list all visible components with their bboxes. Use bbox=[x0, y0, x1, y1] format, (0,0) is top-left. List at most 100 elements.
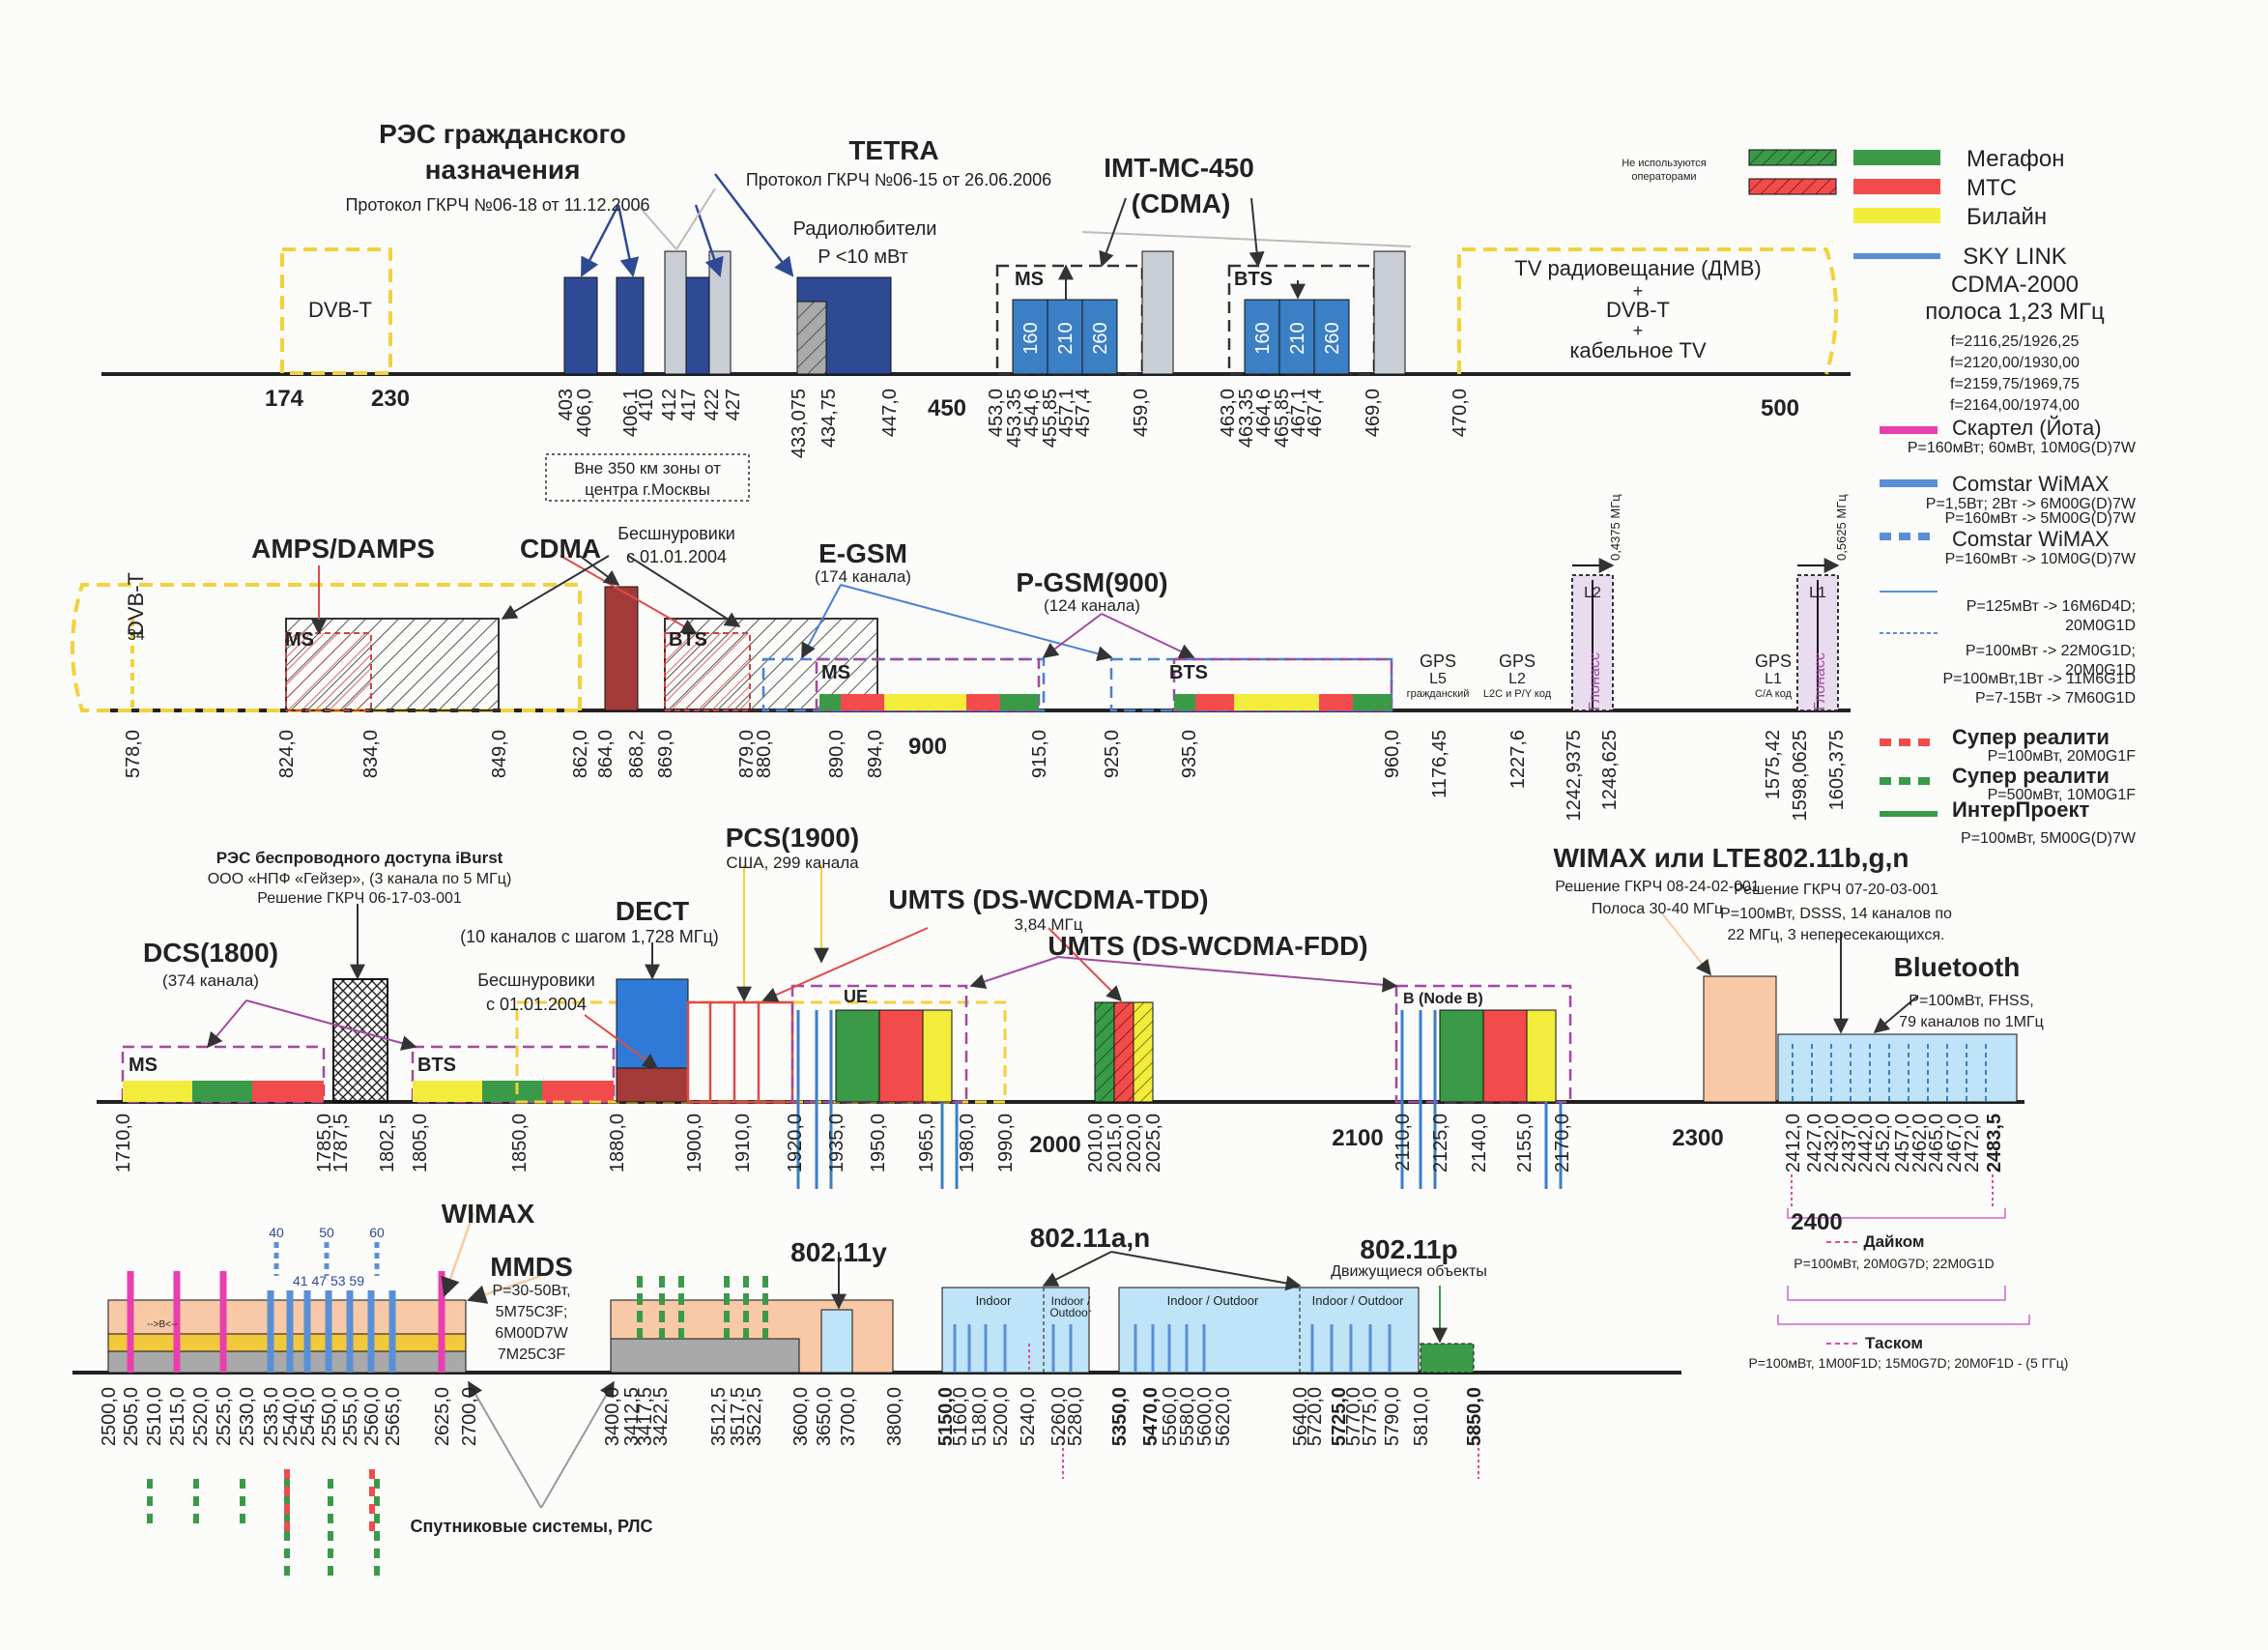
tick-label: 5150,0 bbox=[935, 1387, 957, 1446]
tick-label: 834,0 bbox=[360, 730, 382, 778]
tick-label: 2700,0 bbox=[459, 1387, 480, 1446]
tick-label: 1176,45 bbox=[1429, 730, 1450, 798]
tick-label: 2437,0 bbox=[1839, 1114, 1860, 1172]
tick-label: 3600,0 bbox=[790, 1387, 812, 1446]
row4-title: 40 bbox=[269, 1225, 284, 1240]
tick-label: 2015,0 bbox=[1105, 1114, 1126, 1172]
tick-label: 3800,0 bbox=[884, 1387, 905, 1446]
row1-title: Радиолюбители bbox=[793, 218, 937, 240]
row3-title: (374 канала) bbox=[162, 971, 259, 990]
channel-label: 160 bbox=[1252, 322, 1274, 354]
row2-title: гражданский bbox=[1407, 688, 1470, 700]
tick-label: 406,0 bbox=[574, 389, 595, 437]
row2-title: 0,5625 МГц bbox=[1834, 494, 1849, 561]
axis-major-label: 230 bbox=[371, 386, 410, 412]
tick-label: 467,1 bbox=[1288, 389, 1309, 437]
legend-item-sub: P=500мВт, 10M0G1F bbox=[1988, 787, 2137, 803]
row3-title: ООО «НПФ «Гейзер», (3 канала по 5 МГц) bbox=[208, 871, 512, 887]
legend bbox=[1748, 149, 1940, 1345]
tick-label: 3417,5 bbox=[635, 1387, 656, 1446]
tick-label: 1965,0 bbox=[916, 1114, 937, 1172]
legend-item-label: Comstar WiMAX bbox=[1952, 472, 2110, 496]
legend-item-sub: P=1,5Вт; 2Вт -> 6M00G(D)7W bbox=[1926, 496, 2137, 512]
tick-label: 1598,0625 bbox=[1790, 730, 1811, 822]
tick-label: 890,0 bbox=[826, 730, 847, 778]
row4-title: 802.11p bbox=[1360, 1234, 1457, 1264]
tick-label: 2483,5 bbox=[1984, 1114, 2005, 1172]
tick-label: 1900,0 bbox=[684, 1114, 705, 1172]
tick-label: 1805,0 bbox=[410, 1114, 431, 1172]
row4-title: -->B<-- bbox=[147, 1319, 178, 1330]
tick-label: 1575,42 bbox=[1763, 730, 1784, 799]
tick-label: 2462,0 bbox=[1909, 1114, 1931, 1172]
row2-title: Бесшнуровики bbox=[617, 524, 735, 543]
tick-label: 403 bbox=[556, 389, 577, 420]
row1-title: Протокол ГКРЧ №06-15 от 26.06.2006 bbox=[746, 170, 1051, 189]
row1-title: TETRA bbox=[848, 135, 938, 165]
wimax-lte-band bbox=[1703, 975, 1777, 1103]
row3-title: с 01.01.2004 bbox=[486, 995, 587, 1014]
tick-label: 5600,0 bbox=[1194, 1387, 1216, 1446]
tick-label: 2125,0 bbox=[1430, 1114, 1451, 1172]
row3-title: P=100мВт, DSSS, 14 каналов по bbox=[1720, 906, 1952, 922]
row4-title: Indoor / bbox=[1051, 1294, 1091, 1308]
imt-bts-box bbox=[1227, 264, 1376, 376]
legend-skylink: CDMA-2000 bbox=[1951, 272, 2079, 298]
cdma-band bbox=[604, 586, 639, 711]
tick-label: 454,6 bbox=[1021, 389, 1043, 437]
row2-title: (124 канала) bbox=[1044, 596, 1140, 615]
channel-label: 260 bbox=[1090, 322, 1111, 354]
civil-band-417 bbox=[685, 276, 710, 375]
row1-title: DVB-T bbox=[1606, 298, 1670, 322]
civil-band-403 bbox=[563, 276, 598, 375]
legend-item-sub: P=100мВт, 20M0G1F bbox=[1988, 748, 2137, 765]
row4-title: Спутниковые системы, РЛС bbox=[411, 1517, 653, 1536]
row3-title: PCS(1900) bbox=[726, 823, 860, 853]
row2-title: BTS bbox=[1169, 662, 1208, 683]
legend-skylink: SKY LINK bbox=[1963, 244, 2067, 270]
tick-label: 5725,0 bbox=[1329, 1387, 1350, 1446]
row4-title: 7M25C3F bbox=[498, 1346, 565, 1363]
row4-title: 5M75C3F; bbox=[496, 1304, 568, 1320]
row4-title: MMDS bbox=[490, 1252, 573, 1282]
row-wimax-wifi5 bbox=[72, 1212, 1681, 1576]
outside-350km-note bbox=[545, 453, 750, 502]
legend-operator: МТС bbox=[1967, 175, 2017, 201]
tick-label: 3522,5 bbox=[744, 1387, 765, 1446]
tick-label: 5790,0 bbox=[1382, 1387, 1403, 1446]
tick-label: 422 bbox=[702, 389, 723, 420]
tick-label: 2155,0 bbox=[1514, 1114, 1536, 1172]
row2-title: E-GSM bbox=[818, 538, 907, 568]
legend-skylink: f=2120,00/1930,00 bbox=[1950, 355, 2080, 371]
tick-label: 2525,0 bbox=[214, 1387, 235, 1446]
tick-label: 2427,0 bbox=[1804, 1114, 1825, 1172]
tick-label: 2432,0 bbox=[1822, 1114, 1843, 1172]
tick-label: 5160,0 bbox=[950, 1387, 971, 1446]
row3-title: Бесшнуровики bbox=[477, 970, 595, 990]
tick-label: 2110,0 bbox=[1392, 1114, 1414, 1172]
row3-title: DCS(1800) bbox=[143, 938, 278, 968]
row2-title: GPS bbox=[1755, 651, 1792, 671]
tick-label: 862,0 bbox=[570, 730, 591, 778]
row1-title: MS bbox=[1015, 269, 1044, 290]
tick-label: 5720,0 bbox=[1305, 1387, 1326, 1446]
dvbt-box-578 bbox=[71, 583, 582, 712]
imt-ms-260 bbox=[1081, 299, 1118, 375]
row2-title: L1 bbox=[1809, 585, 1826, 601]
pgsm-ms-box bbox=[815, 657, 1041, 712]
tick-label: 824,0 bbox=[276, 730, 298, 778]
legend-item-label: Comstar WiMAX bbox=[1952, 527, 2110, 551]
row2-title: с 01.01.2004 bbox=[626, 547, 727, 566]
legend-item-label: ИнтерПроект bbox=[1952, 797, 2089, 822]
tick-label: 453,35 bbox=[1004, 389, 1025, 448]
dvbt-box-174-230 bbox=[280, 247, 392, 375]
tick-label: 457,4 bbox=[1073, 389, 1094, 437]
row1-title: назначения bbox=[425, 155, 581, 185]
tick-label: 1935,0 bbox=[826, 1114, 847, 1172]
tick-label: 5180,0 bbox=[969, 1387, 990, 1446]
row3-title: 3,84 МГц bbox=[1015, 915, 1083, 934]
tick-label: 434,75 bbox=[818, 389, 840, 448]
cordless-band bbox=[616, 1067, 689, 1103]
row2-title: Глонасс bbox=[1587, 652, 1603, 710]
axis-major-label: 2400 bbox=[1791, 1209, 1842, 1235]
